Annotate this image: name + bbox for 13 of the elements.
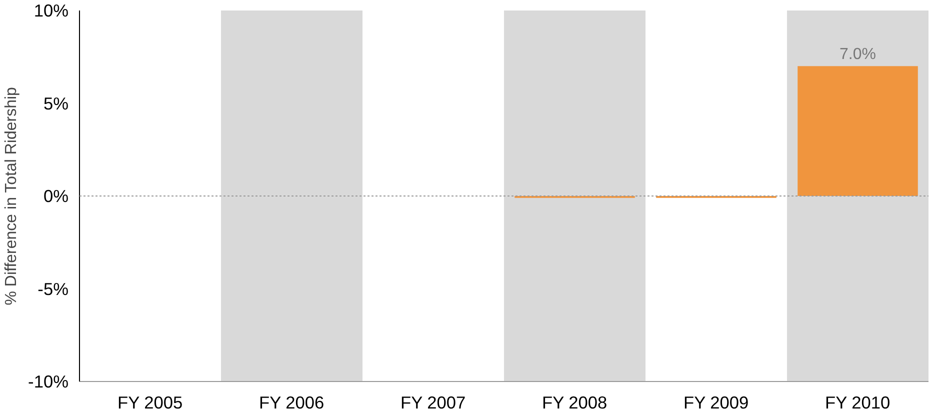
y-tick-label: -10% [28, 372, 68, 392]
y-tick-label: 10% [34, 0, 69, 20]
x-tick-label: FY 2007 [400, 392, 466, 412]
y-tick-label: -5% [38, 278, 69, 299]
data-label: 7.0% [840, 46, 876, 64]
y-axis-title: % Difference in Total Ridership [3, 86, 20, 306]
y-tick-label: 0% [43, 186, 68, 206]
x-tick-label: FY 2008 [542, 392, 608, 412]
y-tick-label: 5% [43, 93, 68, 114]
x-tick-label: FY 2005 [117, 392, 183, 412]
x-tick-label: FY 2009 [683, 392, 749, 412]
x-tick-label: FY 2006 [258, 392, 324, 412]
x-tick-label: FY 2010 [824, 392, 890, 412]
